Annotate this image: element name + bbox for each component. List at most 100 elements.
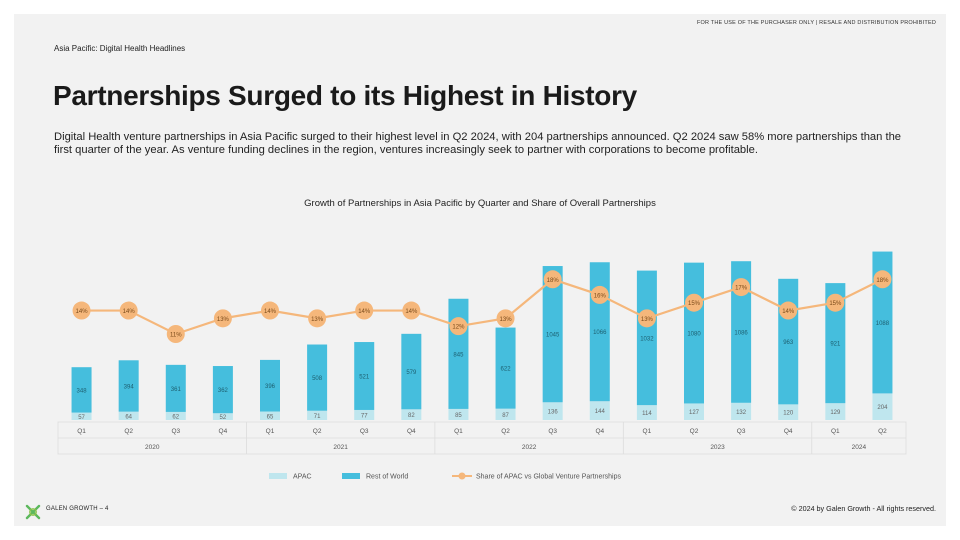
bar-apac <box>872 393 893 420</box>
bar-apac <box>589 401 610 420</box>
data-point-share <box>826 293 845 312</box>
x-group-label: 2021 <box>333 444 348 451</box>
data-label-rest-of-world: 845 <box>453 352 464 358</box>
x-tick-label: Q3 <box>360 428 369 435</box>
x-tick-label: Q2 <box>124 428 133 435</box>
data-point-share <box>543 270 562 289</box>
x-tick-label: Q4 <box>407 428 416 435</box>
data-label-share: 13% <box>641 317 654 323</box>
data-label-rest-of-world: 521 <box>359 375 370 381</box>
data-label-share: 18% <box>876 278 889 284</box>
data-label-rest-of-world: 394 <box>124 384 135 390</box>
data-point-share <box>779 301 798 320</box>
data-label-apac: 82 <box>408 413 415 419</box>
x-tick-label: Q1 <box>77 428 86 435</box>
data-label-apac: 52 <box>220 415 227 421</box>
data-point-share <box>449 317 468 336</box>
data-label-share: 12% <box>452 325 465 331</box>
data-label-rest-of-world: 963 <box>783 340 794 346</box>
bar-rest-of-world <box>354 342 375 410</box>
galen-growth-logo-icon <box>25 504 41 520</box>
x-group-label: 2024 <box>852 444 867 451</box>
data-label-apac: 62 <box>172 414 179 420</box>
bar-apac <box>165 411 186 420</box>
data-point-share <box>685 293 703 312</box>
section-label: Asia Pacific: Digital Health Headlines <box>54 44 186 53</box>
bar-rest-of-world <box>71 367 92 413</box>
data-point-share <box>72 301 91 320</box>
bar-apac <box>731 402 752 420</box>
data-label-rest-of-world: 1032 <box>640 336 654 342</box>
bar-apac <box>542 402 563 420</box>
data-label-rest-of-world: 508 <box>312 376 323 382</box>
footer-page-label: GALEN GROWTH – 4 <box>46 506 109 512</box>
bar-rest-of-world <box>495 327 516 409</box>
data-label-share: 17% <box>735 286 748 292</box>
x-tick-label: Q2 <box>501 428 510 435</box>
data-label-share: 13% <box>500 317 513 323</box>
bar-rest-of-world <box>165 364 186 412</box>
body-text: Digital Health venture partnerships in A… <box>54 131 902 157</box>
x-group-label: 2022 <box>522 444 537 451</box>
data-point-share <box>119 301 138 320</box>
data-label-rest-of-world: 348 <box>77 388 88 394</box>
data-label-rest-of-world: 921 <box>830 342 841 348</box>
legend-label: APAC <box>293 474 312 481</box>
series-line-share <box>81 278 883 336</box>
data-label-share: 13% <box>217 317 230 323</box>
x-tick-label: Q3 <box>171 428 180 435</box>
data-label-apac: 114 <box>642 411 652 417</box>
bar-rest-of-world <box>872 251 893 394</box>
x-group-label: 2023 <box>710 444 725 451</box>
x-tick-label: Q4 <box>219 428 228 435</box>
data-label-apac: 132 <box>736 410 747 416</box>
bar-apac <box>825 403 846 420</box>
data-label-share: 14% <box>264 309 277 315</box>
bar-apac <box>448 408 469 420</box>
data-label-share: 15% <box>829 301 842 307</box>
data-label-apac: 85 <box>455 413 462 419</box>
chart: 57 348 64 394 62 361 52 362 65 396 71 508 77 521 82 579… <box>57 251 907 481</box>
data-label-rest-of-world: 1086 <box>734 331 748 337</box>
x-tick-label: Q2 <box>313 428 322 435</box>
data-label-rest-of-world: 1088 <box>876 321 890 327</box>
data-label-apac: 120 <box>783 411 794 417</box>
data-label-apac: 129 <box>830 410 841 416</box>
data-point-share <box>732 278 751 297</box>
x-tick-label: Q1 <box>266 428 275 435</box>
x-tick-label: Q1 <box>454 428 463 435</box>
bar-apac <box>354 409 375 420</box>
x-tick-label: Q3 <box>548 428 557 435</box>
bar-apac <box>684 403 704 420</box>
data-label-apac: 87 <box>502 413 509 419</box>
data-label-rest-of-world: 396 <box>265 384 276 390</box>
bar-rest-of-world <box>542 266 563 403</box>
bar-rest-of-world <box>118 360 139 412</box>
bar-apac <box>495 408 516 420</box>
data-label-share: 18% <box>547 278 560 284</box>
chart-title: Growth of Partnerships in Asia Pacific b… <box>304 198 656 209</box>
bar-rest-of-world <box>401 333 422 410</box>
data-point-share <box>213 309 232 328</box>
data-label-apac: 77 <box>361 413 368 419</box>
data-point-share <box>590 285 609 304</box>
legend-swatch-marker <box>458 472 466 480</box>
data-label-apac: 136 <box>548 410 559 416</box>
data-label-share: 11% <box>170 333 182 339</box>
data-label-rest-of-world: 361 <box>171 387 182 393</box>
data-point-share <box>308 309 327 328</box>
footer-copyright: © 2024 by Galen Growth - All rights rese… <box>791 504 936 513</box>
bar-apac <box>118 411 139 420</box>
data-label-apac: 65 <box>267 414 274 420</box>
data-label-share: 14% <box>123 309 136 315</box>
bar-rest-of-world <box>260 359 280 412</box>
x-tick-label: Q4 <box>784 428 793 435</box>
data-label-rest-of-world: 622 <box>501 367 512 373</box>
bar-rest-of-world <box>825 283 846 404</box>
data-label-share: 14% <box>358 309 371 315</box>
data-point-share <box>355 301 374 320</box>
data-label-apac: 57 <box>78 415 85 421</box>
x-tick-label: Q2 <box>878 428 887 435</box>
x-tick-label: Q4 <box>595 428 604 435</box>
data-label-share: 14% <box>405 309 418 315</box>
